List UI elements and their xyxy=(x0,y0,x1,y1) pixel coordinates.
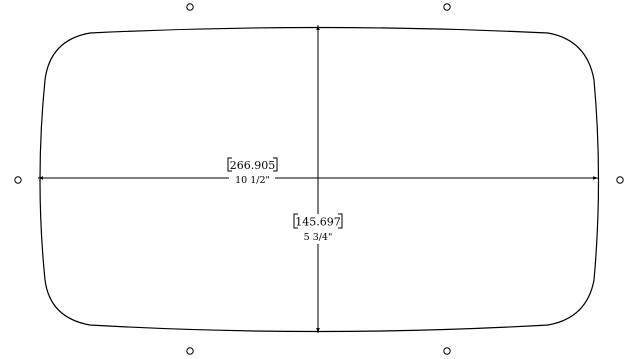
width-metric-value: 266.905 xyxy=(230,159,276,172)
mounting-hole-bottom-right xyxy=(443,347,451,355)
mounting-hole-top-right xyxy=(443,3,451,11)
panel-outline xyxy=(39,26,600,333)
mounting-hole-bottom-left xyxy=(186,347,194,355)
height-bracket-left xyxy=(293,213,298,229)
height-imperial-value: 5 3/4" xyxy=(304,232,333,243)
mounting-hole-left xyxy=(14,176,22,184)
height-dimension-label: 145.697 5 3/4" xyxy=(292,213,344,244)
height-bracket-right xyxy=(338,213,343,229)
height-metric-value: 145.697 xyxy=(295,216,341,229)
width-dimension-label: 266.905 10 1/2" xyxy=(227,157,278,186)
mounting-hole-top-left xyxy=(186,3,194,11)
mounting-holes xyxy=(14,3,624,355)
width-bracket-right xyxy=(273,157,278,172)
width-bracket-left xyxy=(227,157,232,172)
width-imperial-value: 10 1/2" xyxy=(235,175,270,186)
mounting-hole-right xyxy=(616,176,624,184)
